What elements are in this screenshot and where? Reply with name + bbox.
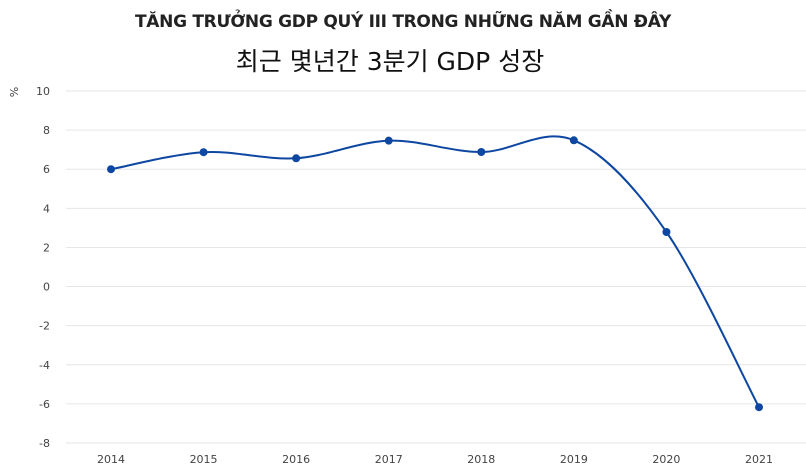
x-tick-label: 2021 xyxy=(745,453,773,466)
chart-title: TĂNG TRƯỞNG GDP QUÝ III TRONG NHỮNG NĂM … xyxy=(135,12,671,32)
data-point xyxy=(199,148,208,157)
x-tick-label: 2015 xyxy=(190,453,218,466)
y-tick-label: 10 xyxy=(36,85,50,98)
y-axis-label: % xyxy=(8,87,21,97)
y-tick-label: 0 xyxy=(43,281,50,294)
data-point xyxy=(569,136,578,145)
series-line xyxy=(110,135,760,408)
data-point xyxy=(477,148,486,157)
y-tick-label: 2 xyxy=(43,241,50,254)
y-tick-label: -6 xyxy=(39,398,50,411)
data-point xyxy=(292,154,301,163)
x-tick-label: 2019 xyxy=(560,453,588,466)
x-tick-label: 2020 xyxy=(652,453,680,466)
x-tick-label: 2016 xyxy=(282,453,310,466)
data-point xyxy=(107,165,115,174)
data-point xyxy=(755,403,763,412)
x-tick-label: 2017 xyxy=(375,453,403,466)
chart-subtitle: 최근 몇년간 3분기 GDP 성장 xyxy=(235,47,545,76)
y-tick-label: 4 xyxy=(43,202,50,215)
y-tick-label: -8 xyxy=(39,437,50,450)
y-tick-label: 8 xyxy=(43,124,50,137)
y-tick-label: -4 xyxy=(39,359,50,372)
x-tick-label: 2018 xyxy=(467,453,495,466)
x-tick-label: 2014 xyxy=(97,453,125,466)
data-point xyxy=(384,136,393,145)
y-tick-label: -2 xyxy=(39,320,50,333)
data-point xyxy=(662,227,671,236)
y-tick-label: 6 xyxy=(43,163,50,176)
